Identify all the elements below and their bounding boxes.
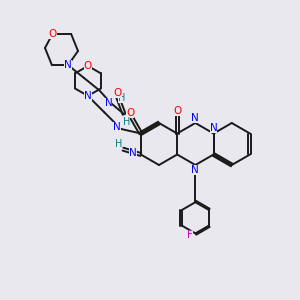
Text: N: N [105,98,112,108]
Text: O: O [48,29,57,39]
Text: N: N [191,112,199,123]
Text: O: O [126,109,134,118]
Text: O: O [173,106,181,116]
Text: O: O [113,88,122,98]
Text: O: O [84,61,92,71]
Text: N: N [113,122,121,132]
Text: N: N [210,123,218,133]
Text: N: N [130,148,137,158]
Text: H: H [123,117,130,127]
Text: H: H [115,139,122,149]
Text: H: H [118,93,125,103]
Text: N: N [191,165,199,176]
Text: F: F [187,230,193,240]
Text: N: N [64,60,72,70]
Text: N: N [84,91,92,101]
